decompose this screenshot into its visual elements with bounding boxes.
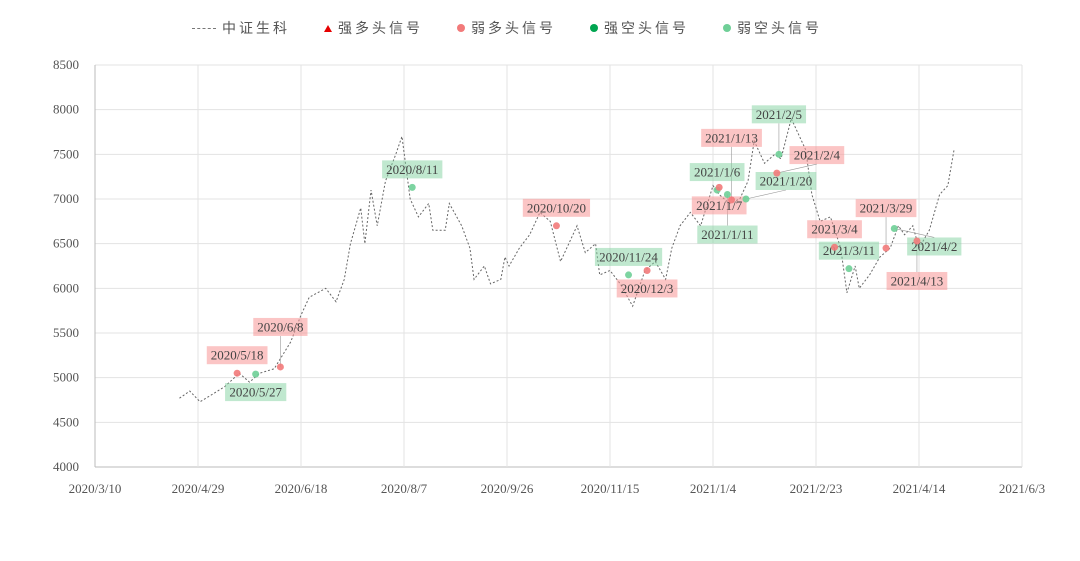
signal-point-weak-long	[715, 183, 723, 191]
x-tick-label: 2020/9/26	[481, 481, 534, 496]
x-tick-label: 2021/1/4	[690, 481, 737, 496]
signal-label-box	[855, 199, 917, 218]
legend-label: 强多头信号	[338, 22, 423, 37]
signal-point-weak-short	[742, 195, 750, 203]
circle-icon	[590, 24, 598, 32]
circle-icon	[723, 24, 731, 32]
legend-label: 弱多头信号	[471, 22, 556, 37]
signal-label: 2021/3/4	[811, 222, 858, 237]
signal-label: 2020/12/3	[621, 281, 674, 296]
signal-leader-line	[894, 228, 935, 238]
legend-item-strong-long: 强多头信号	[324, 18, 423, 38]
signal-label-box	[382, 160, 443, 179]
x-tick-label: 2021/2/23	[790, 481, 843, 496]
signal-label-box	[616, 279, 678, 298]
y-tick-label: 8500	[53, 57, 79, 72]
x-tick-label: 2021/4/14	[893, 481, 946, 496]
legend: 中证生科 强多头信号 弱多头信号 强空头信号 弱空头信号	[192, 18, 856, 38]
signal-label-box	[594, 247, 663, 266]
signal-point-weak-long	[882, 244, 890, 252]
signal-point-weak-short	[890, 224, 898, 232]
signal-label: 2021/4/13	[891, 273, 944, 288]
y-tick-label: 5000	[53, 370, 79, 385]
legend-item-index: 中证生科	[192, 18, 290, 38]
y-tick-label: 6000	[53, 280, 79, 295]
signal-label: 2021/1/6	[694, 165, 741, 180]
y-tick-label: 7500	[53, 146, 79, 161]
signal-label: 2020/5/27	[229, 385, 282, 400]
x-tick-label: 2020/6/18	[275, 481, 328, 496]
signal-labels: 2020/5/18 2020/5/27 2020/6/8 2020/8/11 2020/…	[206, 105, 962, 402]
signal-label-box	[522, 198, 591, 217]
signal-label-box	[697, 225, 758, 244]
signal-point-weak-short	[723, 191, 731, 199]
signal-point-weak-long	[831, 243, 839, 251]
signal-label: 2020/8/11	[386, 162, 438, 177]
signal-label: 2021/1/13	[705, 130, 758, 145]
x-tick-label: 2020/3/10	[69, 481, 122, 496]
signal-point-weak-short	[845, 265, 853, 273]
signal-label-box	[755, 172, 817, 190]
signal-label-box	[807, 220, 862, 239]
signal-label: 2021/1/11	[701, 227, 753, 242]
x-tick-label: 2020/11/15	[581, 481, 640, 496]
legend-item-weak-long: 弱多头信号	[457, 18, 556, 38]
x-tick-label: 2020/4/29	[172, 481, 225, 496]
legend-label: 弱空头信号	[737, 22, 822, 37]
signal-point-weak-long	[643, 266, 651, 274]
signal-label: 2020/11/24	[599, 249, 658, 264]
signal-point-weak-long	[233, 369, 241, 377]
y-tick-label: 4000	[53, 459, 79, 474]
signal-label: 2020/6/8	[257, 319, 303, 334]
signal-points	[233, 150, 921, 378]
signal-point-weak-long	[773, 169, 781, 177]
dashed-line-icon	[192, 27, 216, 29]
signal-label-box	[701, 128, 762, 147]
legend-label: 中证生科	[222, 22, 290, 37]
signal-label-box	[751, 105, 807, 124]
signal-point-weak-short	[408, 183, 416, 191]
signal-label-box	[886, 271, 948, 290]
x-tick-label: 2020/8/7	[381, 481, 428, 496]
signal-point-weak-short	[775, 150, 783, 158]
signal-point-weak-long	[552, 222, 560, 230]
signal-point-weak-short	[252, 370, 260, 378]
y-tick-label: 5500	[53, 325, 79, 340]
signal-label-box	[225, 383, 287, 402]
legend-item-strong-short: 强空头信号	[590, 18, 689, 38]
signal-label-box	[907, 237, 962, 256]
signal-point-weak-long	[728, 196, 736, 204]
signal-label-box	[253, 317, 308, 336]
signal-label: 2021/2/4	[794, 148, 841, 163]
signal-label: 2021/1/20	[760, 174, 813, 189]
signal-leader-line	[745, 189, 787, 200]
x-tick-label: 2021/6/3	[999, 481, 1045, 496]
y-tick-label: 6500	[53, 236, 79, 251]
signal-label: 2021/3/29	[860, 201, 913, 216]
triangle-icon	[324, 24, 332, 32]
signal-label: 2021/1/7	[696, 198, 743, 213]
y-tick-label: 4500	[53, 414, 79, 429]
circle-icon	[457, 24, 465, 32]
y-tick-label: 8000	[53, 102, 79, 117]
signal-label: 2021/2/5	[756, 107, 802, 122]
signal-label-box	[789, 146, 845, 165]
signal-label-box	[206, 346, 268, 365]
signal-label: 2020/10/20	[527, 200, 586, 215]
signal-label: 2021/3/11	[823, 243, 875, 258]
signal-point-weak-short	[625, 271, 633, 279]
y-tick-label: 7000	[53, 191, 79, 206]
legend-label: 强空头信号	[604, 22, 689, 37]
signal-leader-line	[776, 163, 817, 174]
signal-label-box	[689, 163, 745, 182]
signal-point-weak-long	[276, 363, 284, 371]
signal-point-weak-long	[913, 237, 921, 245]
signal-label: 2020/5/18	[211, 348, 264, 363]
signal-label: 2021/4/2	[911, 239, 957, 254]
legend-item-weak-short: 弱空头信号	[723, 18, 822, 38]
